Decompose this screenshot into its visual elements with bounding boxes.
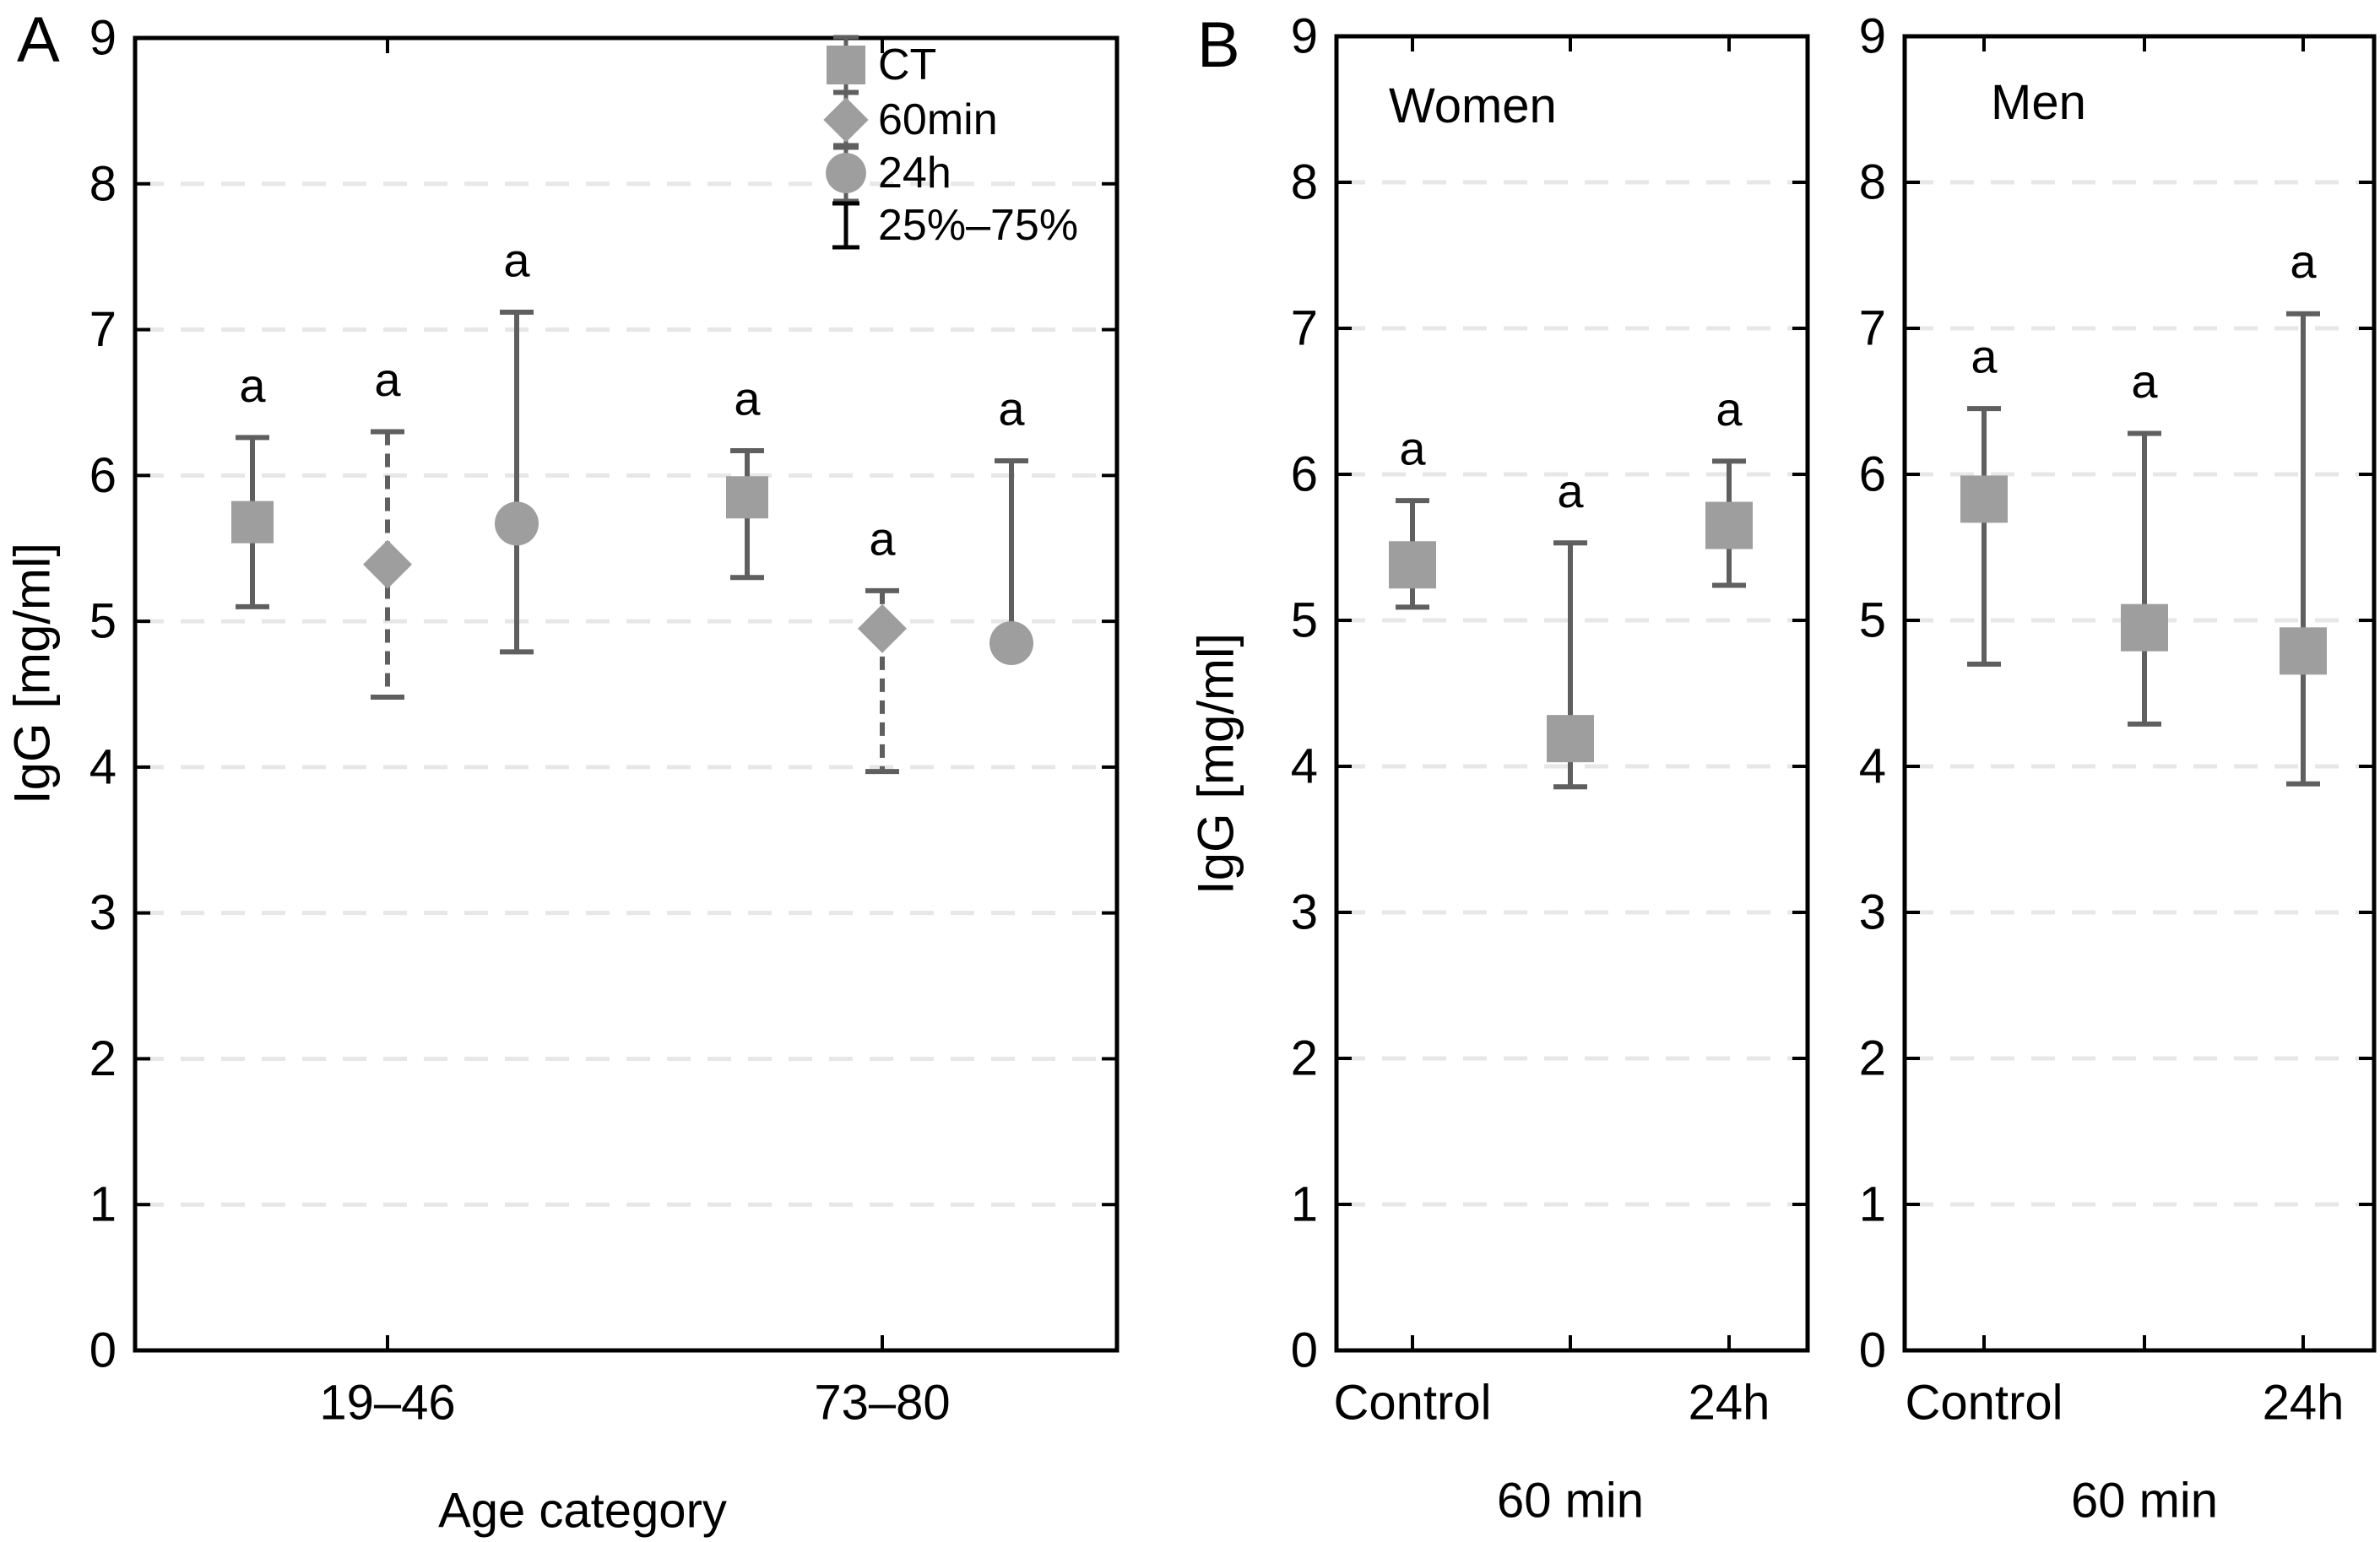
subplot-title-women: Women xyxy=(1389,78,1557,133)
y-tick-label: 3 xyxy=(89,885,117,940)
y-tick-label: 4 xyxy=(1859,739,1886,794)
circle-marker xyxy=(495,501,539,546)
sig-label: a xyxy=(1716,382,1743,436)
sig-label: a xyxy=(2131,354,2158,408)
y-tick-label: 4 xyxy=(1291,739,1318,794)
legend-label-iqr: 25%–75% xyxy=(878,201,1079,250)
legend-label-60min: 60min xyxy=(878,95,998,144)
errorbar-CT-1: a xyxy=(231,359,274,609)
y-tick-label: 8 xyxy=(1291,155,1318,210)
errorbar-CT-3: a xyxy=(2280,235,2327,787)
errorbar-60min-2: a xyxy=(858,511,907,775)
panel-b-y-axis-title: IgG [mg/ml] xyxy=(1187,632,1244,895)
diamond-marker xyxy=(858,603,907,653)
y-tick-label: 0 xyxy=(1859,1323,1886,1378)
y-tick-label: 0 xyxy=(1291,1323,1318,1378)
square-marker xyxy=(1389,541,1436,589)
y-tick-label: 6 xyxy=(1859,447,1886,502)
square-marker xyxy=(1547,715,1594,763)
errorbar-60min-1: a xyxy=(363,353,412,700)
y-tick-label: 7 xyxy=(1291,301,1318,356)
square-marker xyxy=(231,500,274,544)
errorbar-24h-1: a xyxy=(495,233,539,655)
y-tick-label: 2 xyxy=(89,1031,117,1086)
square-marker-icon xyxy=(827,46,865,84)
sig-label: a xyxy=(503,233,530,286)
square-marker xyxy=(726,476,768,519)
errorbar-CT-2: a xyxy=(2121,354,2168,727)
x-tick-label: 24h xyxy=(1689,1376,1770,1431)
x-tick-label: Control xyxy=(1906,1376,2063,1431)
y-tick-label: 5 xyxy=(1291,593,1318,648)
diamond-marker-icon xyxy=(823,97,869,143)
x-tick-label: Control xyxy=(1334,1376,1492,1431)
y-tick-label: 8 xyxy=(89,156,117,211)
sig-label: a xyxy=(998,382,1025,436)
sig-label: a xyxy=(2290,235,2317,288)
y-tick-label: 9 xyxy=(1859,9,1886,64)
sig-label: a xyxy=(1557,464,1584,517)
y-tick-label: 1 xyxy=(89,1177,117,1232)
x-tick-label: 19–46 xyxy=(319,1376,455,1431)
plot-frame xyxy=(1902,34,2377,1353)
y-tick-label: 5 xyxy=(89,594,117,649)
circle-marker xyxy=(989,621,1033,666)
errorbar-CT-3: a xyxy=(1705,382,1753,588)
square-marker xyxy=(1960,475,2008,523)
x-tick-label: 73–80 xyxy=(814,1376,950,1431)
errorbar-CT-2: a xyxy=(1547,464,1594,790)
square-marker xyxy=(1705,501,1753,549)
errorbar-CT-1: a xyxy=(1960,330,2008,667)
y-tick-label: 1 xyxy=(1859,1177,1886,1232)
y-tick-label: 2 xyxy=(1291,1031,1318,1086)
sig-label: a xyxy=(239,359,266,412)
sig-label: a xyxy=(869,511,896,565)
sig-label: a xyxy=(734,371,761,425)
y-tick-label: 2 xyxy=(1859,1031,1886,1086)
y-tick-label: 9 xyxy=(89,11,117,66)
subplot-title-men: Men xyxy=(1991,75,2086,130)
y-tick-label: 4 xyxy=(89,739,117,794)
y-tick-label: 0 xyxy=(89,1323,117,1378)
y-tick-label: 1 xyxy=(1291,1177,1318,1232)
x-tick-label: 60 min xyxy=(1497,1474,1644,1528)
panel-b-letter: B xyxy=(1197,9,1240,81)
sig-label: a xyxy=(374,353,401,406)
panel-A: 0 1 2 3 4 5 6 7 8 9 19–46 73–80 a a a a a a xyxy=(89,11,1120,1431)
y-tick-label: 6 xyxy=(1291,447,1318,502)
circle-marker-icon xyxy=(826,153,866,193)
legend-markers xyxy=(823,35,869,250)
y-tick-label: 7 xyxy=(1859,301,1886,356)
square-marker xyxy=(2121,603,2168,652)
y-tick-label: 9 xyxy=(1291,9,1318,64)
errorbar-CT-2: a xyxy=(726,371,768,581)
panel-a-letter: A xyxy=(17,4,60,76)
y-tick-label: 8 xyxy=(1859,155,1886,210)
square-marker xyxy=(2280,627,2327,675)
plot-frame xyxy=(1334,34,1810,1353)
x-tick-label: 60 min xyxy=(2071,1474,2218,1528)
errorbar-CT-1: a xyxy=(1389,422,1436,610)
sig-label: a xyxy=(1971,330,1998,383)
y-tick-label: 7 xyxy=(89,302,117,357)
y-tick-label: 6 xyxy=(89,448,117,503)
errorbar-24h-2: a xyxy=(989,382,1033,666)
y-tick-label: 3 xyxy=(1859,885,1886,940)
diamond-marker xyxy=(363,539,412,589)
sig-label: a xyxy=(1399,422,1426,475)
y-tick-label: 5 xyxy=(1859,593,1886,648)
legend-label-ct: CT xyxy=(878,41,937,89)
plot-frame xyxy=(133,35,1120,1353)
x-tick-label: 24h xyxy=(2263,1376,2345,1431)
panel-a-y-axis-title: IgG [mg/ml] xyxy=(3,542,61,805)
legend-label-24h: 24h xyxy=(878,149,951,197)
panel-a-x-axis-title: Age category xyxy=(438,1483,727,1539)
y-tick-label: 3 xyxy=(1291,885,1318,940)
